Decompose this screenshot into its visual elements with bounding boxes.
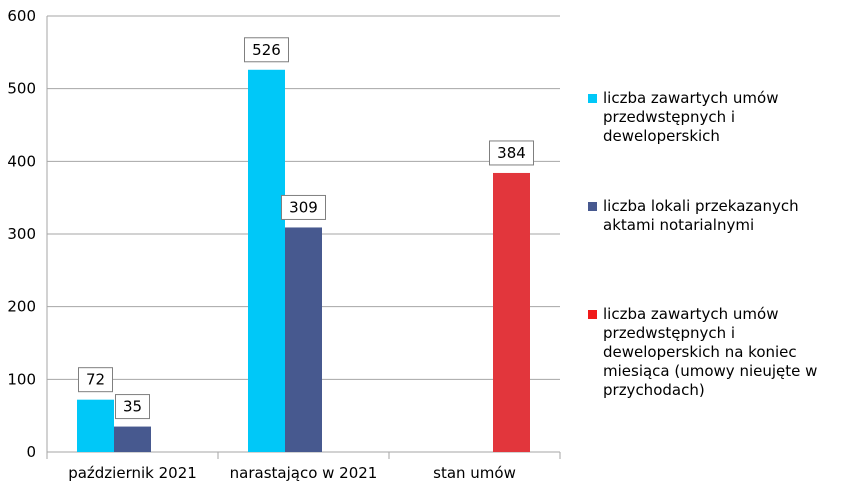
data-label-s1-c1: 309 [289,198,318,216]
legend-item-handovers: liczba lokali przekazanych aktami notari… [588,197,838,235]
legend-label-contracts: liczba zawartych umów przedwstępnych i d… [603,89,779,145]
data-label-s0-c0: 72 [86,371,105,389]
data-label-box-s0-c0 [78,367,113,393]
x-tick-label-1: narastająco w 2021 [230,464,378,482]
x-tick-label-0: październik 2021 [68,464,197,482]
bar-s1-c1 [285,227,322,452]
y-tick-label-0: 0 [26,443,36,461]
y-tick-label-400: 400 [7,152,36,170]
legend-swatch-month-end [588,310,597,319]
data-label-s1-c0: 35 [123,398,142,416]
legend-item-contracts: liczba zawartych umów przedwstępnych i d… [588,89,838,146]
y-tick-label-100: 100 [7,370,36,388]
data-label-box-s1-c0 [115,394,150,420]
data-label-s0-c1: 526 [252,41,281,59]
x-tick-label-2: stan umów [433,464,516,482]
data-label-s2-c2: 384 [497,144,526,162]
legend-item-month-end: liczba zawartych umów przedwstępnych i d… [588,305,838,400]
legend-swatch-contracts [588,94,597,103]
data-label-box-s2-c2 [489,140,534,166]
y-tick-label-300: 300 [7,225,36,243]
y-tick-label-600: 600 [7,7,36,25]
data-label-box-s1-c1 [281,194,326,220]
legend-label-handovers: liczba lokali przekazanych aktami notari… [603,197,799,234]
bar-s0-c0 [77,399,114,452]
bar-s1-c0 [114,426,151,452]
bar-s0-c1 [248,69,285,453]
legend-label-month-end: liczba zawartych umów przedwstępnych i d… [603,305,818,399]
data-label-box-s0-c1 [244,37,289,63]
y-tick-label-200: 200 [7,298,36,316]
bar-s2-c2 [493,172,530,452]
legend-swatch-handovers [588,202,597,211]
y-tick-label-500: 500 [7,80,36,98]
